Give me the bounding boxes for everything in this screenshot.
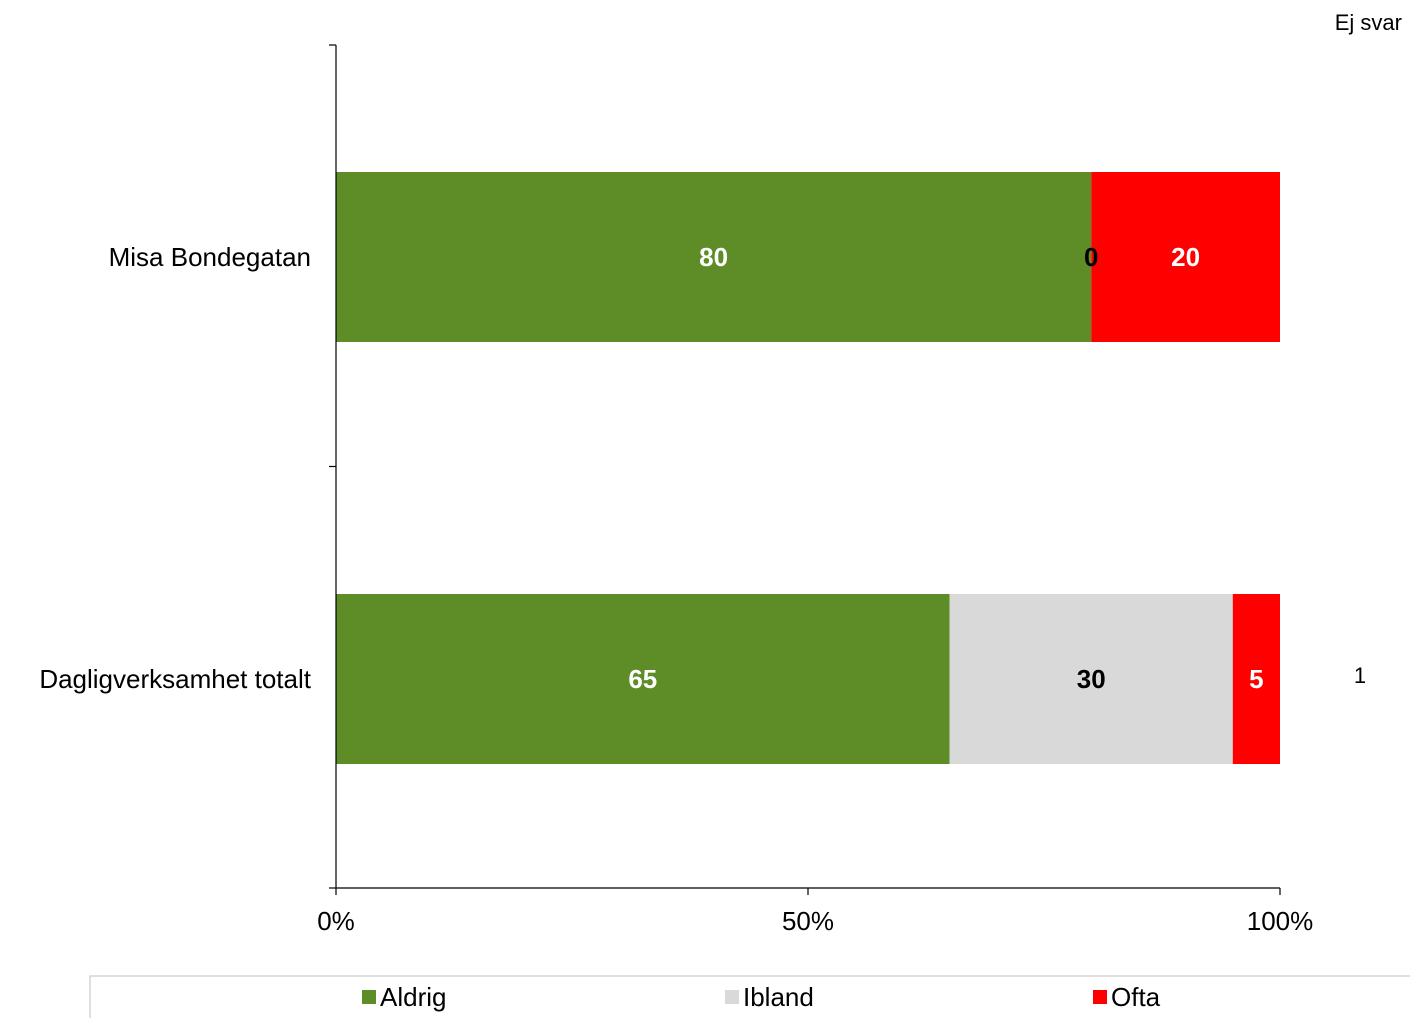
ej-svar-value-1: 1 [1354,663,1366,688]
data-label-aldrig-1: 65 [628,664,657,694]
x-tick-label-0: 0% [317,906,355,936]
data-label-aldrig-0: 80 [699,242,728,272]
data-label-ofta-0: 20 [1171,242,1200,272]
data-label-ibland-1: 30 [1077,664,1106,694]
data-label-ibland-0: 0 [1084,242,1098,272]
category-label-0: Misa Bondegatan [109,242,311,272]
legend-swatch-aldrig [362,990,376,1004]
x-tick-label-2: 100% [1247,906,1314,936]
ej-svar-header: Ej svar [1335,10,1402,35]
segment-labels-group: 80 0 20 65 30 5 [628,242,1263,694]
x-tick-label-1: 50% [782,906,834,936]
axes-group [329,44,1281,895]
legend-box [89,975,1410,1018]
x-tick-labels-group: 0% 50% 100% [317,906,1313,936]
category-labels-group: Misa Bondegatan Dagligverksamhet totalt [39,242,311,694]
legend-swatch-ofta [1093,990,1107,1004]
bar-segment-aldrig-1 [336,594,950,764]
legend-label-ofta: Ofta [1111,982,1161,1012]
data-label-ofta-1: 5 [1249,664,1263,694]
bar-segment-ofta-0 [1091,172,1280,342]
ej-svar-column: Ej svar 1 [1335,10,1402,688]
bar-segment-ibland-1 [949,594,1233,764]
bars-group [336,172,1280,764]
category-label-1: Dagligverksamhet totalt [39,664,311,694]
bar-segment-ofta-1 [1232,594,1280,764]
legend: Aldrig Ibland Ofta [89,975,1410,1018]
legend-label-aldrig: Aldrig [380,982,446,1012]
legend-label-ibland: Ibland [743,982,814,1012]
bar-segment-aldrig-0 [336,172,1092,342]
legend-swatch-ibland [725,990,739,1004]
